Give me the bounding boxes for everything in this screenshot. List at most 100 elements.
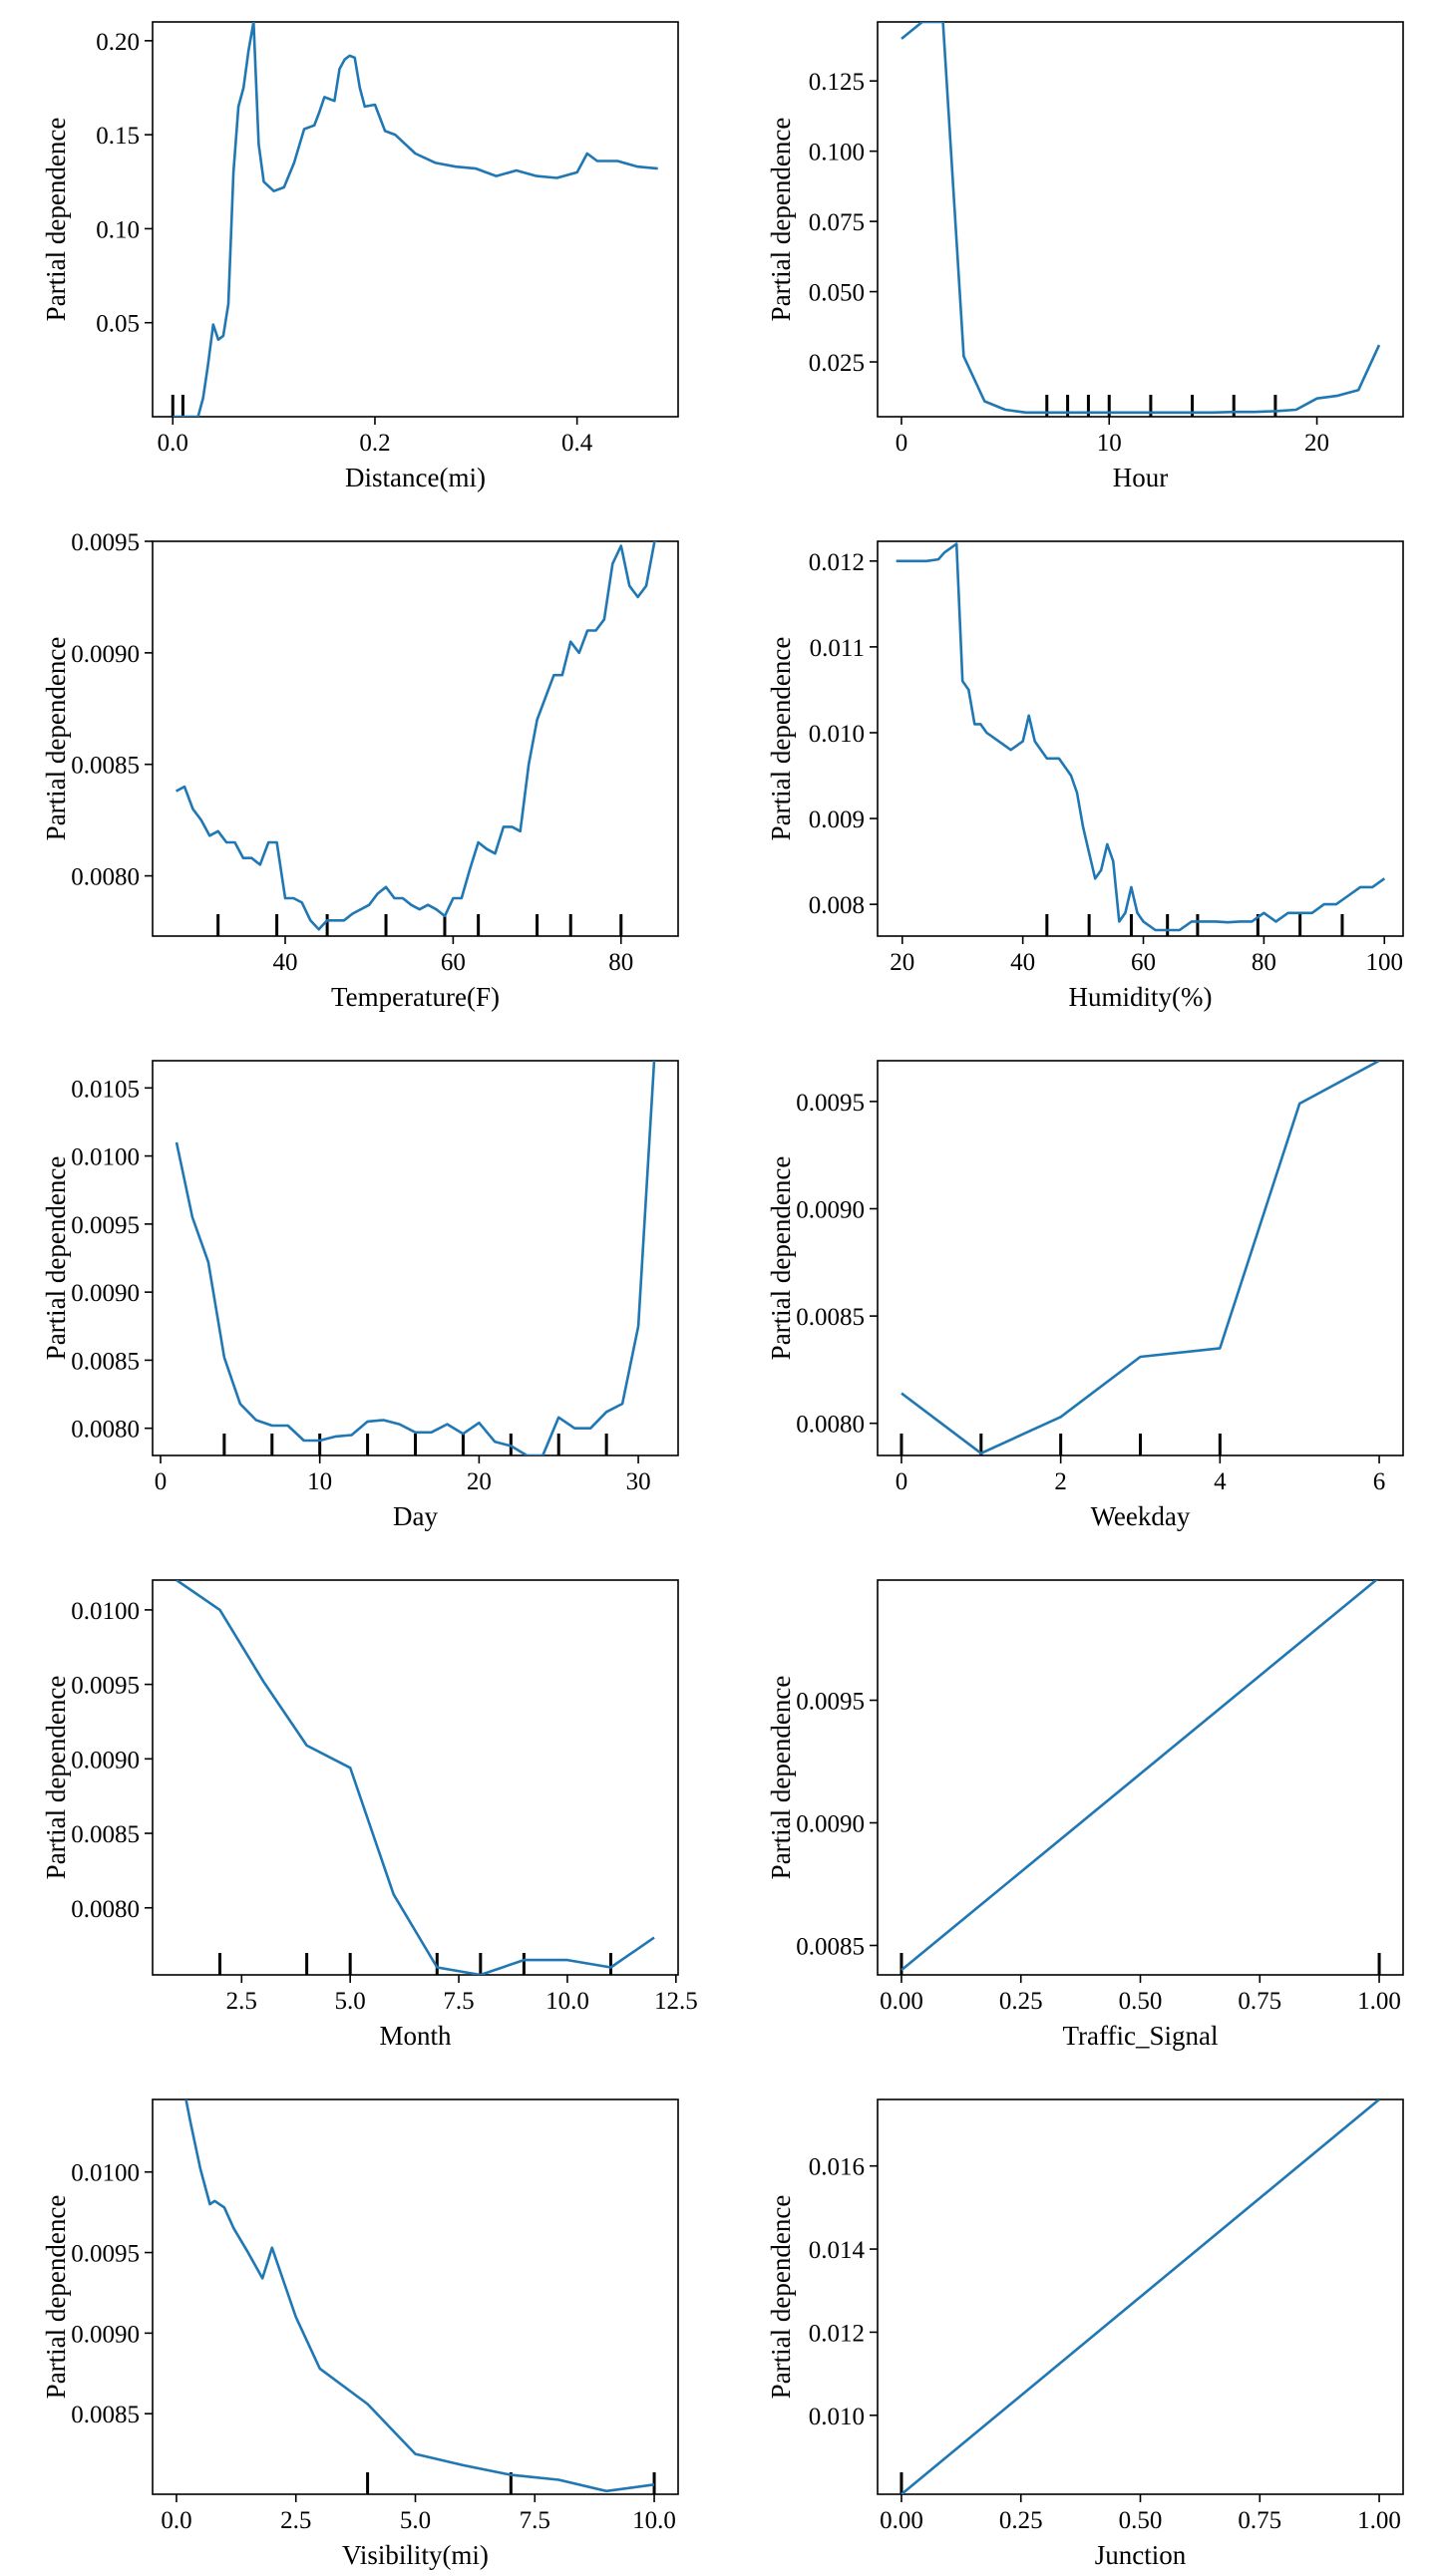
y-tick-label: 0.0095 bbox=[796, 1689, 865, 1716]
x-tick-label: 7.5 bbox=[520, 2507, 550, 2534]
x-tick-label: 20 bbox=[467, 1468, 492, 1495]
pd-curve-day bbox=[177, 1061, 654, 1455]
x-tick-label: 2.5 bbox=[280, 2507, 311, 2534]
y-tick-label: 0.0090 bbox=[71, 1280, 140, 1307]
y-tick-label: 0.15 bbox=[96, 123, 140, 150]
y-tick-label: 0.0085 bbox=[71, 753, 140, 780]
x-tick-label: 40 bbox=[273, 949, 298, 976]
x-tick-label: 30 bbox=[626, 1468, 651, 1495]
y-tick-label: 0.012 bbox=[809, 2320, 865, 2347]
x-tick-label: 1.00 bbox=[1357, 1988, 1401, 2015]
plot-frame bbox=[153, 1580, 678, 1975]
y-axis-label: Partial dependence bbox=[41, 1156, 71, 1361]
x-tick-label: 0.25 bbox=[999, 2507, 1043, 2534]
pd-curve-traffic-signal bbox=[902, 1578, 1379, 1971]
x-tick-label: 5.0 bbox=[400, 2507, 431, 2534]
y-tick-label: 0.0090 bbox=[71, 641, 140, 668]
x-axis-label: Month bbox=[379, 2021, 452, 2051]
x-tick-label: 0.2 bbox=[359, 430, 390, 457]
y-axis-label: Partial dependence bbox=[41, 1676, 71, 1880]
x-axis-label: Junction bbox=[1095, 2540, 1187, 2570]
pd-curve-hour bbox=[902, 22, 1379, 413]
x-tick-label: 0 bbox=[155, 1468, 168, 1495]
plot-frame bbox=[153, 1061, 678, 1455]
x-axis-label: Hour bbox=[1113, 463, 1169, 492]
y-axis-label: Partial dependence bbox=[766, 118, 796, 322]
plot-frame bbox=[878, 1580, 1403, 1975]
y-tick-label: 0.0090 bbox=[796, 1197, 865, 1224]
x-tick-label: 0 bbox=[896, 430, 908, 457]
y-tick-label: 0.0095 bbox=[71, 1673, 140, 1700]
y-tick-label: 0.0095 bbox=[796, 1090, 865, 1117]
y-tick-label: 0.0100 bbox=[71, 2160, 140, 2187]
y-tick-label: 0.0080 bbox=[71, 1417, 140, 1444]
x-axis-label: Temperature(F) bbox=[331, 982, 500, 1012]
partial-dependence-figure: 0.0 0.2 0.40.050.100.150.20Distance(mi)Par… bbox=[0, 0, 1443, 2576]
y-tick-label: 0.0085 bbox=[796, 1304, 865, 1331]
y-axis-label: Partial dependence bbox=[766, 1676, 796, 1880]
x-tick-label: 0.25 bbox=[999, 1988, 1043, 2015]
y-tick-label: 0.016 bbox=[809, 2154, 865, 2181]
x-tick-label: 80 bbox=[1252, 949, 1276, 976]
pd-curve-distance-mi bbox=[173, 22, 657, 417]
y-tick-label: 0.0090 bbox=[71, 1747, 140, 1773]
pd-plot-day: 0 10 20 30 0.0080 0.0085 0.0090 0.0095 0.0100 0.0… bbox=[41, 1061, 678, 1531]
pd-plot-month: 2.5 5.0 7.5 10.0 12.50.00800.00850.00900.009… bbox=[41, 1580, 698, 2051]
y-tick-label: 0.05 bbox=[96, 311, 140, 338]
y-tick-label: 0.0085 bbox=[796, 1933, 865, 1960]
pd-plot-humidity: 20 40 60 80 100 0.008 0.009 0.010 0.011 0.012 Humi… bbox=[766, 541, 1403, 1012]
x-tick-label: 0.50 bbox=[1119, 1988, 1163, 2015]
y-tick-label: 0.10 bbox=[96, 216, 140, 243]
x-tick-label: 6 bbox=[1373, 1468, 1386, 1495]
x-tick-label: 10.0 bbox=[632, 2507, 676, 2534]
pd-curve-visibility-mi bbox=[186, 2099, 655, 2491]
y-tick-label: 0.014 bbox=[809, 2237, 866, 2264]
y-tick-label: 0.010 bbox=[809, 721, 865, 748]
y-tick-label: 0.009 bbox=[809, 806, 865, 833]
y-tick-label: 0.008 bbox=[809, 892, 865, 919]
y-tick-label: 0.0095 bbox=[71, 529, 140, 556]
y-tick-label: 0.0095 bbox=[71, 1212, 140, 1239]
x-tick-label: 0.75 bbox=[1238, 2507, 1281, 2534]
pd-plot-weekday: 0 2 4 60.00800.00850.00900.0095WeekdayParti… bbox=[766, 1061, 1403, 1531]
pd-curve-temperature-f bbox=[177, 537, 663, 930]
pd-plot-hour: 0 10 20 0.025 0.050 0.075 0.100 0.125 Hour Partia… bbox=[766, 22, 1403, 492]
y-tick-label: 0.0080 bbox=[796, 1412, 865, 1439]
y-tick-label: 0.011 bbox=[810, 635, 865, 662]
x-axis-label: Weekday bbox=[1091, 1501, 1191, 1531]
x-tick-label: 20 bbox=[890, 949, 914, 976]
pd-plot-distance-mi: 0.0 0.2 0.40.050.100.150.20Distance(mi)Par… bbox=[41, 22, 678, 492]
y-tick-label: 0.0100 bbox=[71, 1598, 140, 1625]
plot-frame bbox=[878, 541, 1403, 936]
y-axis-label: Partial dependence bbox=[766, 2195, 796, 2400]
x-tick-label: 10 bbox=[307, 1468, 332, 1495]
x-axis-label: Traffic_Signal bbox=[1062, 2021, 1218, 2051]
plot-frame bbox=[153, 2099, 678, 2494]
y-tick-label: 0.0085 bbox=[71, 2402, 140, 2428]
x-tick-label: 60 bbox=[1131, 949, 1156, 976]
pd-plot-traffic-signal: 0.00 0.25 0.50 0.75 1.000.00850.00900.0095Tr… bbox=[766, 1578, 1403, 2052]
x-tick-label: 12.5 bbox=[654, 1988, 698, 2015]
y-tick-label: 0.010 bbox=[809, 2404, 865, 2430]
y-axis-label: Partial dependence bbox=[41, 118, 71, 322]
x-axis-label: Visibility(mi) bbox=[342, 2540, 489, 2570]
x-tick-label: 80 bbox=[608, 949, 633, 976]
y-tick-label: 0.125 bbox=[809, 69, 865, 96]
x-tick-label: 60 bbox=[441, 949, 466, 976]
x-axis-label: Distance(mi) bbox=[345, 463, 486, 492]
plot-frame bbox=[153, 541, 678, 936]
x-tick-label: 0.75 bbox=[1238, 1988, 1281, 2015]
x-tick-label: 10 bbox=[1097, 430, 1122, 457]
x-tick-label: 0.4 bbox=[561, 430, 593, 457]
x-tick-label: 0.50 bbox=[1119, 2507, 1163, 2534]
y-axis-label: Partial dependence bbox=[41, 2195, 71, 2400]
y-tick-label: 0.0080 bbox=[71, 864, 140, 891]
x-tick-label: 0.0 bbox=[158, 430, 188, 457]
y-tick-label: 0.0085 bbox=[71, 1821, 140, 1848]
y-axis-label: Partial dependence bbox=[41, 637, 71, 841]
x-tick-label: 2 bbox=[1054, 1468, 1067, 1495]
y-tick-label: 0.0080 bbox=[71, 1896, 140, 1923]
x-tick-label: 20 bbox=[1304, 430, 1329, 457]
pd-plot-visibility-mi: 0.0 2.5 5.0 7.5 10.00.00850.00900.00950.0100… bbox=[41, 2099, 678, 2570]
y-tick-label: 0.0095 bbox=[71, 2241, 140, 2268]
